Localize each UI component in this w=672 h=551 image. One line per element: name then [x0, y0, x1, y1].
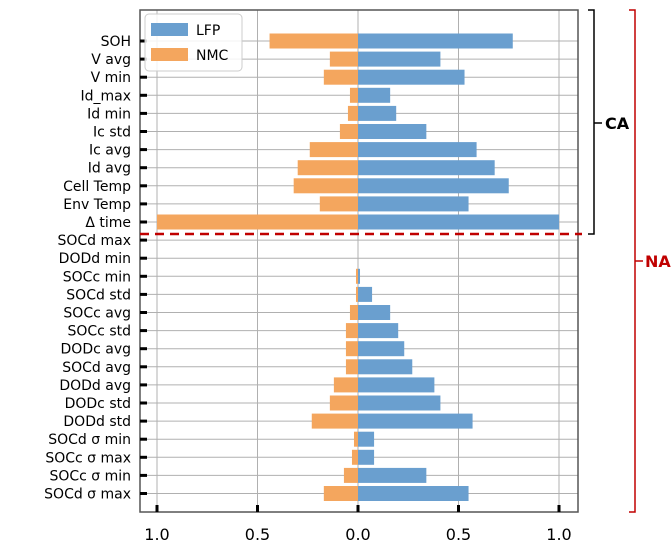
y-tick-label: SOCc min [63, 269, 131, 285]
bar-lfp [358, 196, 469, 212]
bar-nmc [349, 305, 358, 320]
bar-nmc [345, 359, 358, 375]
axis-layer: SOH V avg V min Id_max Id min Ic std Ic avg Id … [44, 9, 579, 544]
bar-nmc [353, 431, 358, 447]
legend-swatch-nmc [151, 48, 188, 61]
bar-lfp [358, 124, 427, 139]
bar-lfp [358, 69, 465, 85]
y-tick-label: SOCc σ max [45, 450, 131, 466]
bar-nmc [355, 286, 358, 302]
y-tick-label: Cell Temp [63, 179, 131, 195]
bar-nmc [349, 87, 358, 103]
y-tick-label: Id min [87, 106, 131, 122]
annotations: CA NA [140, 9, 671, 513]
bar-lfp [358, 449, 375, 465]
bar-lfp [358, 486, 469, 501]
y-tick-label: SOCd max [57, 233, 131, 249]
bar-nmc [293, 178, 358, 194]
y-tick-label: Ic std [93, 125, 131, 141]
y-tick-label: Δ time [85, 215, 131, 231]
y-tick-label: V avg [91, 52, 131, 68]
bar-nmc [351, 449, 358, 465]
y-tick-label: SOCc avg [63, 306, 131, 322]
x-tick-label: 1.0 [546, 525, 571, 544]
legend: LFP NMC [144, 13, 243, 72]
y-tick-label: SOCc σ min [49, 468, 131, 484]
y-tick-label: DODc avg [61, 342, 131, 358]
legend-swatch-lfp [151, 23, 188, 36]
y-tick-label: SOCd avg [62, 360, 131, 376]
y-tick-label: SOCd σ min [48, 432, 131, 448]
bar-nmc [269, 33, 358, 49]
y-tick-label: DODd min [59, 251, 131, 267]
x-tick-label: 1.0 [144, 525, 169, 544]
bar-lfp [358, 413, 473, 429]
bar-nmc [157, 214, 358, 230]
bar-lfp [358, 268, 361, 284]
y-tick-label: SOH [101, 34, 131, 50]
y-tick-label: V min [91, 70, 131, 86]
bar-lfp [358, 214, 559, 230]
x-tick-label: 0.5 [446, 525, 471, 544]
y-tick-label: DODd std [63, 414, 131, 430]
y-tick-label: DODd avg [59, 378, 131, 394]
legend-label-nmc: NMC [196, 48, 229, 64]
bar-nmc [319, 196, 358, 212]
bar-lfp [358, 377, 435, 393]
bar-layer [157, 33, 559, 501]
bar-nmc [323, 486, 358, 501]
bar-lfp [358, 51, 441, 67]
bar-lfp [358, 305, 391, 320]
bar-nmc [345, 323, 358, 339]
bar-nmc [309, 142, 358, 158]
bar-lfp [358, 341, 405, 357]
label-ca: CA [605, 114, 630, 133]
bar-nmc [323, 69, 358, 85]
bar-nmc [333, 377, 358, 393]
bracket-ca [588, 9, 595, 235]
y-tick-label: SOCd σ max [44, 487, 131, 503]
bar-nmc [311, 413, 358, 429]
bar-nmc [339, 124, 358, 139]
y-tick-label: Id_max [80, 88, 131, 104]
y-tick-label: SOCc std [68, 324, 132, 340]
label-na: NA [645, 252, 671, 271]
x-tick-label: 0.5 [245, 525, 270, 544]
bar-lfp [358, 467, 427, 483]
y-tick-label: Ic avg [89, 143, 131, 159]
bar-lfp [358, 33, 513, 49]
bar-nmc [343, 467, 358, 483]
x-tick-label: 0.0 [345, 525, 370, 544]
bar-lfp [358, 359, 413, 375]
bar-nmc [329, 51, 358, 67]
bar-lfp [358, 431, 375, 447]
bar-nmc [329, 395, 358, 411]
bar-lfp [358, 87, 391, 103]
bar-nmc [297, 160, 358, 176]
bar-nmc [355, 268, 358, 284]
y-tick-label: Env Temp [63, 197, 131, 213]
y-tick-label: DODc std [65, 396, 131, 412]
bracket-na [629, 9, 636, 513]
bar-lfp [358, 160, 495, 176]
bar-lfp [358, 395, 441, 411]
y-tick-label: SOCd std [66, 287, 131, 303]
legend-label-lfp: LFP [196, 23, 220, 39]
bar-nmc [345, 341, 358, 357]
bar-lfp [358, 105, 397, 121]
bar-lfp [358, 286, 373, 302]
y-tick-label: Id avg [88, 161, 131, 177]
bar-lfp [358, 142, 477, 158]
bar-lfp [358, 178, 509, 194]
bar-nmc [347, 105, 358, 121]
bar-lfp [358, 323, 399, 339]
